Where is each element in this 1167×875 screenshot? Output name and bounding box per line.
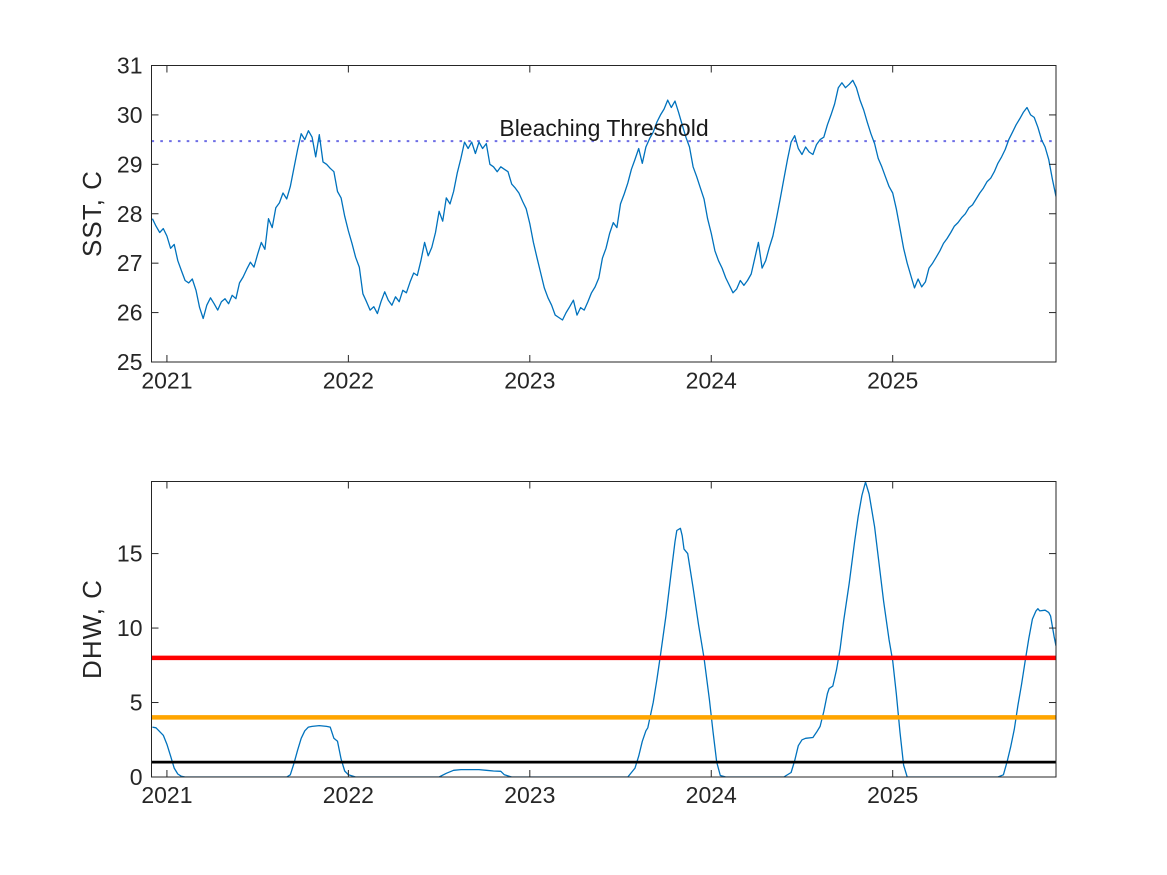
y-tick-label: 30 — [117, 102, 143, 128]
y-tick-label: 28 — [117, 201, 143, 227]
x-tick-label: 2023 — [504, 782, 555, 808]
y-tick-label: 29 — [117, 151, 143, 177]
sst-series-line — [151, 79, 1056, 321]
y-tick-label: 26 — [117, 300, 143, 326]
sst-y-axis-label: SST, C — [77, 170, 107, 257]
x-tick-label: 2025 — [867, 782, 918, 808]
x-tick-label: 2024 — [686, 782, 737, 808]
y-tick-label: 15 — [117, 541, 143, 567]
y-tick-label: 5 — [130, 690, 143, 716]
y-tick-label: 10 — [117, 615, 143, 641]
dhw-y-axis-label: DHW, C — [77, 579, 107, 679]
panel-sst: 2021 2022 2023 2024 2025 25 26 27 28 29 30 31 — [117, 53, 1057, 394]
x-tick-label: 2024 — [686, 368, 737, 394]
x-tick-label: 2025 — [867, 368, 918, 394]
x-tick-label: 2022 — [323, 782, 374, 808]
dhw-series-line — [152, 481, 1056, 777]
y-tick-label: 31 — [117, 53, 143, 79]
bleaching-threshold-annotation: Bleaching Threshold — [499, 115, 708, 141]
y-tick-label: 25 — [117, 349, 143, 375]
axes-border — [151, 65, 1057, 363]
x-tick-label: 2021 — [141, 368, 192, 394]
x-tick-label: 2023 — [504, 368, 555, 394]
panel-dhw: 2021 2022 2023 2024 2025 0 5 10 15 — [117, 481, 1057, 808]
x-tick-label: 2021 — [141, 782, 192, 808]
x-tick-label: 2022 — [323, 368, 374, 394]
y-tick-label: 0 — [130, 764, 143, 790]
y-tick-label: 27 — [117, 250, 143, 276]
axes-border — [151, 481, 1057, 778]
